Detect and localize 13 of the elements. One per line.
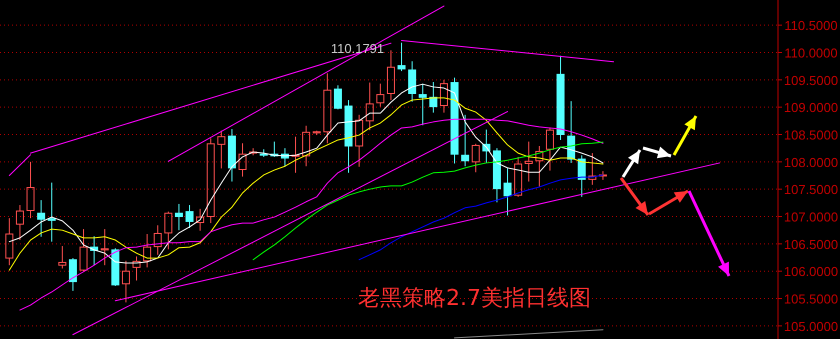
y-tick-label: 108.0000: [784, 154, 838, 170]
y-tick-label: 108.5000: [784, 128, 838, 143]
text: 老黑策略2.7美指日线图: [358, 286, 591, 311]
y-tick-label: 106.5000: [784, 236, 838, 252]
y-tick-label: 109.5000: [784, 72, 838, 88]
y-tick-label: 105.0000: [784, 318, 838, 334]
y-tick-label: 105.5000: [784, 292, 838, 307]
y-tick-label: 107.5000: [784, 182, 838, 198]
y-tick-label: 106.0000: [784, 264, 838, 280]
y-tick-label: 109.0000: [784, 100, 838, 116]
y-tick-label: 110.5000: [784, 18, 838, 34]
y-tick-label: 110.0000: [784, 45, 838, 60]
y-tick-label: 107.0000: [784, 210, 838, 225]
